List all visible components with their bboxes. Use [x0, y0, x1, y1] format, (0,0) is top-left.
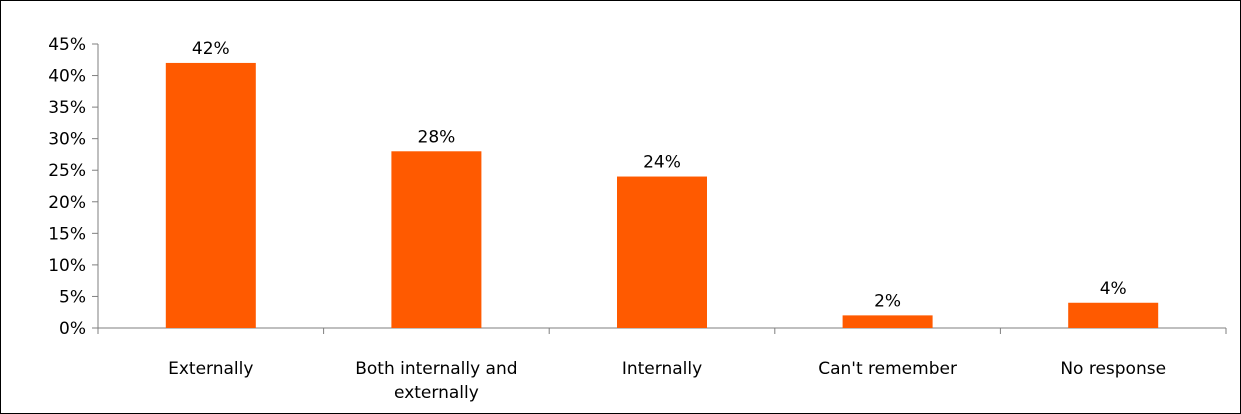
bar — [617, 176, 707, 328]
category-label: Both internally and externally — [355, 359, 517, 403]
category-label-line: Externally — [168, 359, 253, 379]
y-tick-label: 10% — [48, 256, 86, 276]
y-tick-label: 0% — [59, 319, 86, 339]
y-tick-label: 40% — [48, 67, 86, 87]
category-label: Externally — [168, 359, 253, 379]
category-labels: Externally Both internally and externally I… — [168, 359, 1166, 403]
data-label: 4% — [1100, 279, 1127, 299]
y-tick-label: 30% — [48, 130, 86, 150]
bar — [1068, 302, 1159, 328]
data-label: 24% — [643, 153, 681, 173]
data-labels: 42% 28% 24% 2% 4% — [192, 39, 1127, 311]
category-label: Internally — [622, 359, 702, 379]
y-axis: 0% 5% 10% 15% 20% 25% 30% 35% 40% 45% — [48, 35, 99, 339]
y-tick-label: 45% — [48, 35, 86, 55]
category-label-line: No response — [1060, 359, 1166, 379]
bar — [842, 315, 933, 328]
y-tick-label: 5% — [59, 287, 86, 307]
category-label: Can't remember — [818, 359, 957, 379]
data-label: 42% — [192, 39, 230, 59]
category-label-line: Internally — [622, 359, 702, 379]
bar — [165, 62, 256, 328]
y-tick-label: 35% — [48, 98, 86, 118]
data-label: 28% — [418, 127, 456, 147]
category-label-line: Can't remember — [818, 359, 957, 379]
category-label: No response — [1060, 359, 1166, 379]
y-tick-label: 20% — [48, 193, 86, 213]
category-label-line: Both internally and — [355, 359, 517, 379]
bars — [165, 62, 1159, 328]
data-label: 2% — [874, 291, 901, 311]
bar — [391, 151, 482, 328]
y-tick-label: 25% — [48, 161, 86, 181]
x-axis — [97, 327, 1227, 334]
category-label-line: externally — [394, 383, 479, 403]
y-tick-label: 15% — [48, 224, 86, 244]
